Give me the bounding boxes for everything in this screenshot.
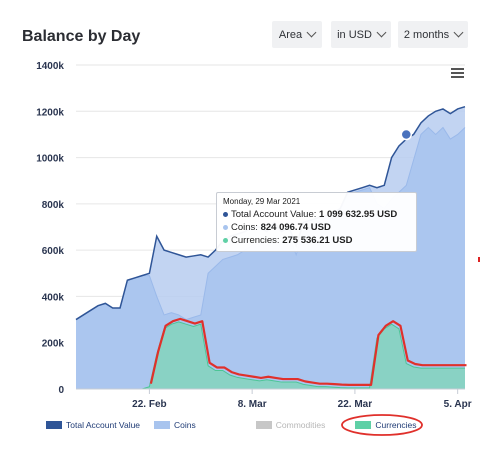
x-tick-label: 5. Apr	[444, 399, 472, 410]
x-tick-label: 22. Mar	[338, 399, 373, 410]
red-annotation-stroke	[149, 317, 467, 386]
bullet-icon	[223, 237, 228, 243]
legend-swatch	[154, 421, 171, 429]
legend-item-coins[interactable]: Coins	[154, 420, 196, 430]
tooltip-label: Currencies:	[231, 235, 280, 246]
series-area-currencies	[76, 321, 465, 389]
y-tick-label: 400k	[42, 292, 65, 303]
x-tick-label: 22. Feb	[132, 399, 166, 410]
currency-dropdown[interactable]: in USD	[331, 21, 391, 48]
y-tick-label: 800k	[42, 200, 65, 211]
chart-legend: Total Account Value Coins Commodities Cu…	[46, 420, 430, 430]
hover-marker	[400, 128, 413, 141]
tooltip-value: 275 536.21 USD	[282, 235, 353, 246]
annotation-tick	[478, 257, 480, 262]
legend-swatch	[255, 421, 272, 429]
legend-label: Commodities	[275, 420, 326, 430]
legend-item-currencies[interactable]: Currencies	[355, 420, 416, 430]
hamburger-menu-icon[interactable]	[451, 68, 464, 80]
chart-type-label: Area	[278, 28, 303, 41]
y-tick-label: 1400k	[36, 61, 64, 72]
tooltip-label: Coins:	[231, 222, 258, 233]
bullet-icon	[223, 211, 228, 217]
tooltip-row-currencies: Currencies: 275 536.21 USD	[223, 234, 410, 247]
chart-tooltip: Monday, 29 Mar 2021 Total Account Value:…	[216, 192, 417, 252]
range-dropdown[interactable]: 2 months	[398, 21, 468, 48]
range-label: 2 months	[403, 28, 450, 41]
legend-label: Total Account Value	[66, 420, 141, 430]
legend-item-total[interactable]: Total Account Value	[46, 420, 140, 430]
y-tick-label: 1200k	[36, 107, 64, 118]
tooltip-date: Monday, 29 Mar 2021	[223, 197, 301, 206]
x-tick-label: 8. Mar	[238, 399, 267, 410]
y-tick-label: 1000k	[36, 154, 64, 165]
chart-type-dropdown[interactable]: Area	[272, 21, 322, 48]
legend-swatch	[46, 421, 62, 429]
tooltip-value: 824 096.74 USD	[260, 222, 331, 233]
tooltip-value: 1 099 632.95 USD	[319, 209, 398, 220]
tooltip-row-coins: Coins: 824 096.74 USD	[223, 221, 410, 234]
legend-label: Currencies	[375, 420, 417, 430]
currency-label: in USD	[337, 28, 372, 41]
tooltip-row-total: Total Account Value: 1 099 632.95 USD	[223, 208, 410, 221]
chart-title: Balance by Day	[22, 28, 141, 45]
y-tick-label: 600k	[42, 246, 65, 257]
y-tick-label: 0	[58, 385, 64, 396]
red-circle-annotation	[341, 414, 423, 436]
legend-swatch	[355, 421, 372, 429]
bullet-icon	[223, 224, 228, 230]
legend-item-commodities[interactable]: Commodities	[255, 420, 326, 430]
legend-label: Coins	[174, 420, 196, 430]
tooltip-label: Total Account Value:	[231, 209, 317, 220]
y-tick-label: 200k	[42, 339, 65, 350]
